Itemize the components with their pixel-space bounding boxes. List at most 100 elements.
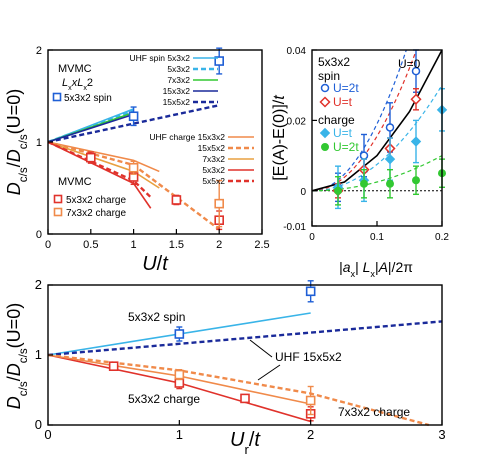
y-tick-label: 0: [35, 417, 42, 432]
series-line: [47, 320, 443, 357]
series-line: [47, 113, 134, 143]
data-point: [214, 198, 224, 209]
series-line: [311, 49, 443, 192]
y-axis-label: Dc/s/Dc/s(U=0): [4, 303, 30, 409]
series-line: [47, 109, 135, 144]
annotation-size: 5x3x2: [318, 55, 350, 69]
y-tick-label: 0.04: [287, 46, 307, 57]
data-point: [53, 194, 63, 204]
annotation-spin: spin: [318, 69, 340, 83]
data-point: [305, 286, 316, 297]
legend-label: 15x3x2: [163, 86, 191, 96]
data-point: [412, 176, 420, 185]
legend-label: 5x3x2: [202, 165, 225, 175]
x-tick-label: 0.1: [370, 232, 384, 243]
panel-a: 0 0.5 1 1.5 2 2.5 0 1 2 U/t Dc/s/Dc/s(U=0) MVMC LxxL…: [4, 45, 270, 275]
data-point: [52, 92, 62, 102]
x-tick-label: 0: [45, 239, 51, 251]
data-point: [386, 179, 394, 188]
data-point: [359, 151, 369, 160]
y-tick-label: 2: [36, 45, 42, 57]
annotation-charge7: 7x3x2 charge: [338, 405, 410, 419]
annotation-pointer: [249, 339, 273, 358]
x-tick-label: 0: [309, 232, 315, 243]
series-line: [47, 104, 220, 144]
y-axis-label: [E(A)-E(0)]/t: [271, 95, 288, 181]
y-tick-label: 1: [35, 347, 42, 362]
guide-curve: [311, 84, 443, 192]
data-point: [411, 66, 421, 76]
legend-label: 5x5x2: [202, 176, 225, 186]
data-point: [174, 369, 185, 380]
legend-label: 5x3x2: [167, 64, 190, 74]
x-tick-label: 1: [131, 239, 137, 251]
annotation-u0: U=0: [398, 57, 421, 71]
legend-label: U=2t: [333, 140, 359, 154]
annotation-charge: 5x3x2 charge: [128, 392, 200, 406]
annotation-pointer: [257, 364, 281, 381]
data-point: [410, 136, 422, 147]
data-point: [128, 162, 139, 173]
annotation-size: LxxLx2: [62, 77, 93, 92]
legend-label: U=2t: [333, 81, 359, 95]
legend-label: U=t: [333, 95, 353, 109]
data-point: [305, 395, 316, 406]
x-tick-label: 0: [44, 427, 51, 442]
x-tick-label: 3: [438, 427, 445, 442]
data-point: [384, 153, 396, 165]
x-tick-label: 2: [307, 427, 314, 442]
x-tick-label: 2: [216, 239, 222, 251]
data-point: [214, 56, 224, 66]
x-tick-label: 2.5: [254, 239, 269, 251]
legend-label: UHF charge 15x3x2: [149, 132, 225, 142]
x-axis-label: Ur/t: [230, 429, 261, 457]
legend-label: UHF spin 5x3x2: [130, 53, 191, 63]
x-axis-label: U/t: [142, 253, 169, 275]
x-tick-label: 1: [176, 427, 183, 442]
annotation-spin: 5x3x2 spin: [128, 310, 185, 324]
data-point: [171, 195, 182, 205]
data-point: [320, 83, 330, 93]
legend-label: 15x5x2: [163, 97, 191, 107]
y-tick-label: -0.01: [283, 222, 306, 233]
annotation-charge: charge: [318, 113, 355, 127]
data-point: [321, 143, 329, 151]
data-point: [174, 329, 185, 339]
data-point: [240, 393, 250, 404]
data-point: [108, 361, 119, 372]
data-point: [53, 207, 63, 217]
legend-label: 7x3x2 charge: [66, 208, 126, 219]
y-tick-label: 0.02: [287, 116, 307, 127]
series-line: [47, 141, 160, 173]
data-point: [410, 93, 422, 105]
y-tick-label: 0: [36, 229, 42, 241]
y-tick-label: 0: [300, 187, 306, 198]
data-point: [174, 378, 185, 388]
data-point: [360, 179, 368, 188]
x-tick-label: 0.2: [435, 232, 449, 243]
y-tick-label: 1: [36, 137, 42, 149]
legend-label: 7x3x2: [167, 75, 190, 85]
data-point: [319, 127, 331, 139]
data-point: [319, 96, 331, 108]
legend-label: U=t: [333, 126, 353, 140]
x-tick-label: 0.5: [83, 239, 98, 251]
y-axis-label: Dc/s/Dc/s(U=0): [4, 89, 30, 195]
x-tick-label: 1.5: [169, 239, 184, 251]
data-point: [128, 111, 139, 122]
data-point: [334, 186, 342, 195]
annotation-mvmc: MVMC: [58, 63, 92, 75]
y-tick-label: 2: [35, 277, 42, 292]
annotation-mvmc: MVMC: [58, 176, 92, 188]
legend-label: 15x5x2: [198, 143, 226, 153]
x-axis-label: |ax| Lx|A|/2π: [339, 259, 413, 279]
legend-label: 5x3x2 spin: [64, 93, 112, 104]
data-point: [86, 152, 96, 163]
plot-frame: [47, 284, 443, 426]
legend-label: 5x3x2 charge: [66, 195, 126, 206]
panel-c: 0 1 2 3 0 1 2 Ur/t Dc/s/Dc/s(U=0) 5x3x2 spin UHF 1…: [4, 277, 446, 457]
annotation-uhf: UHF 15x5x2: [275, 350, 342, 364]
legend-label: 7x3x2: [202, 154, 225, 164]
